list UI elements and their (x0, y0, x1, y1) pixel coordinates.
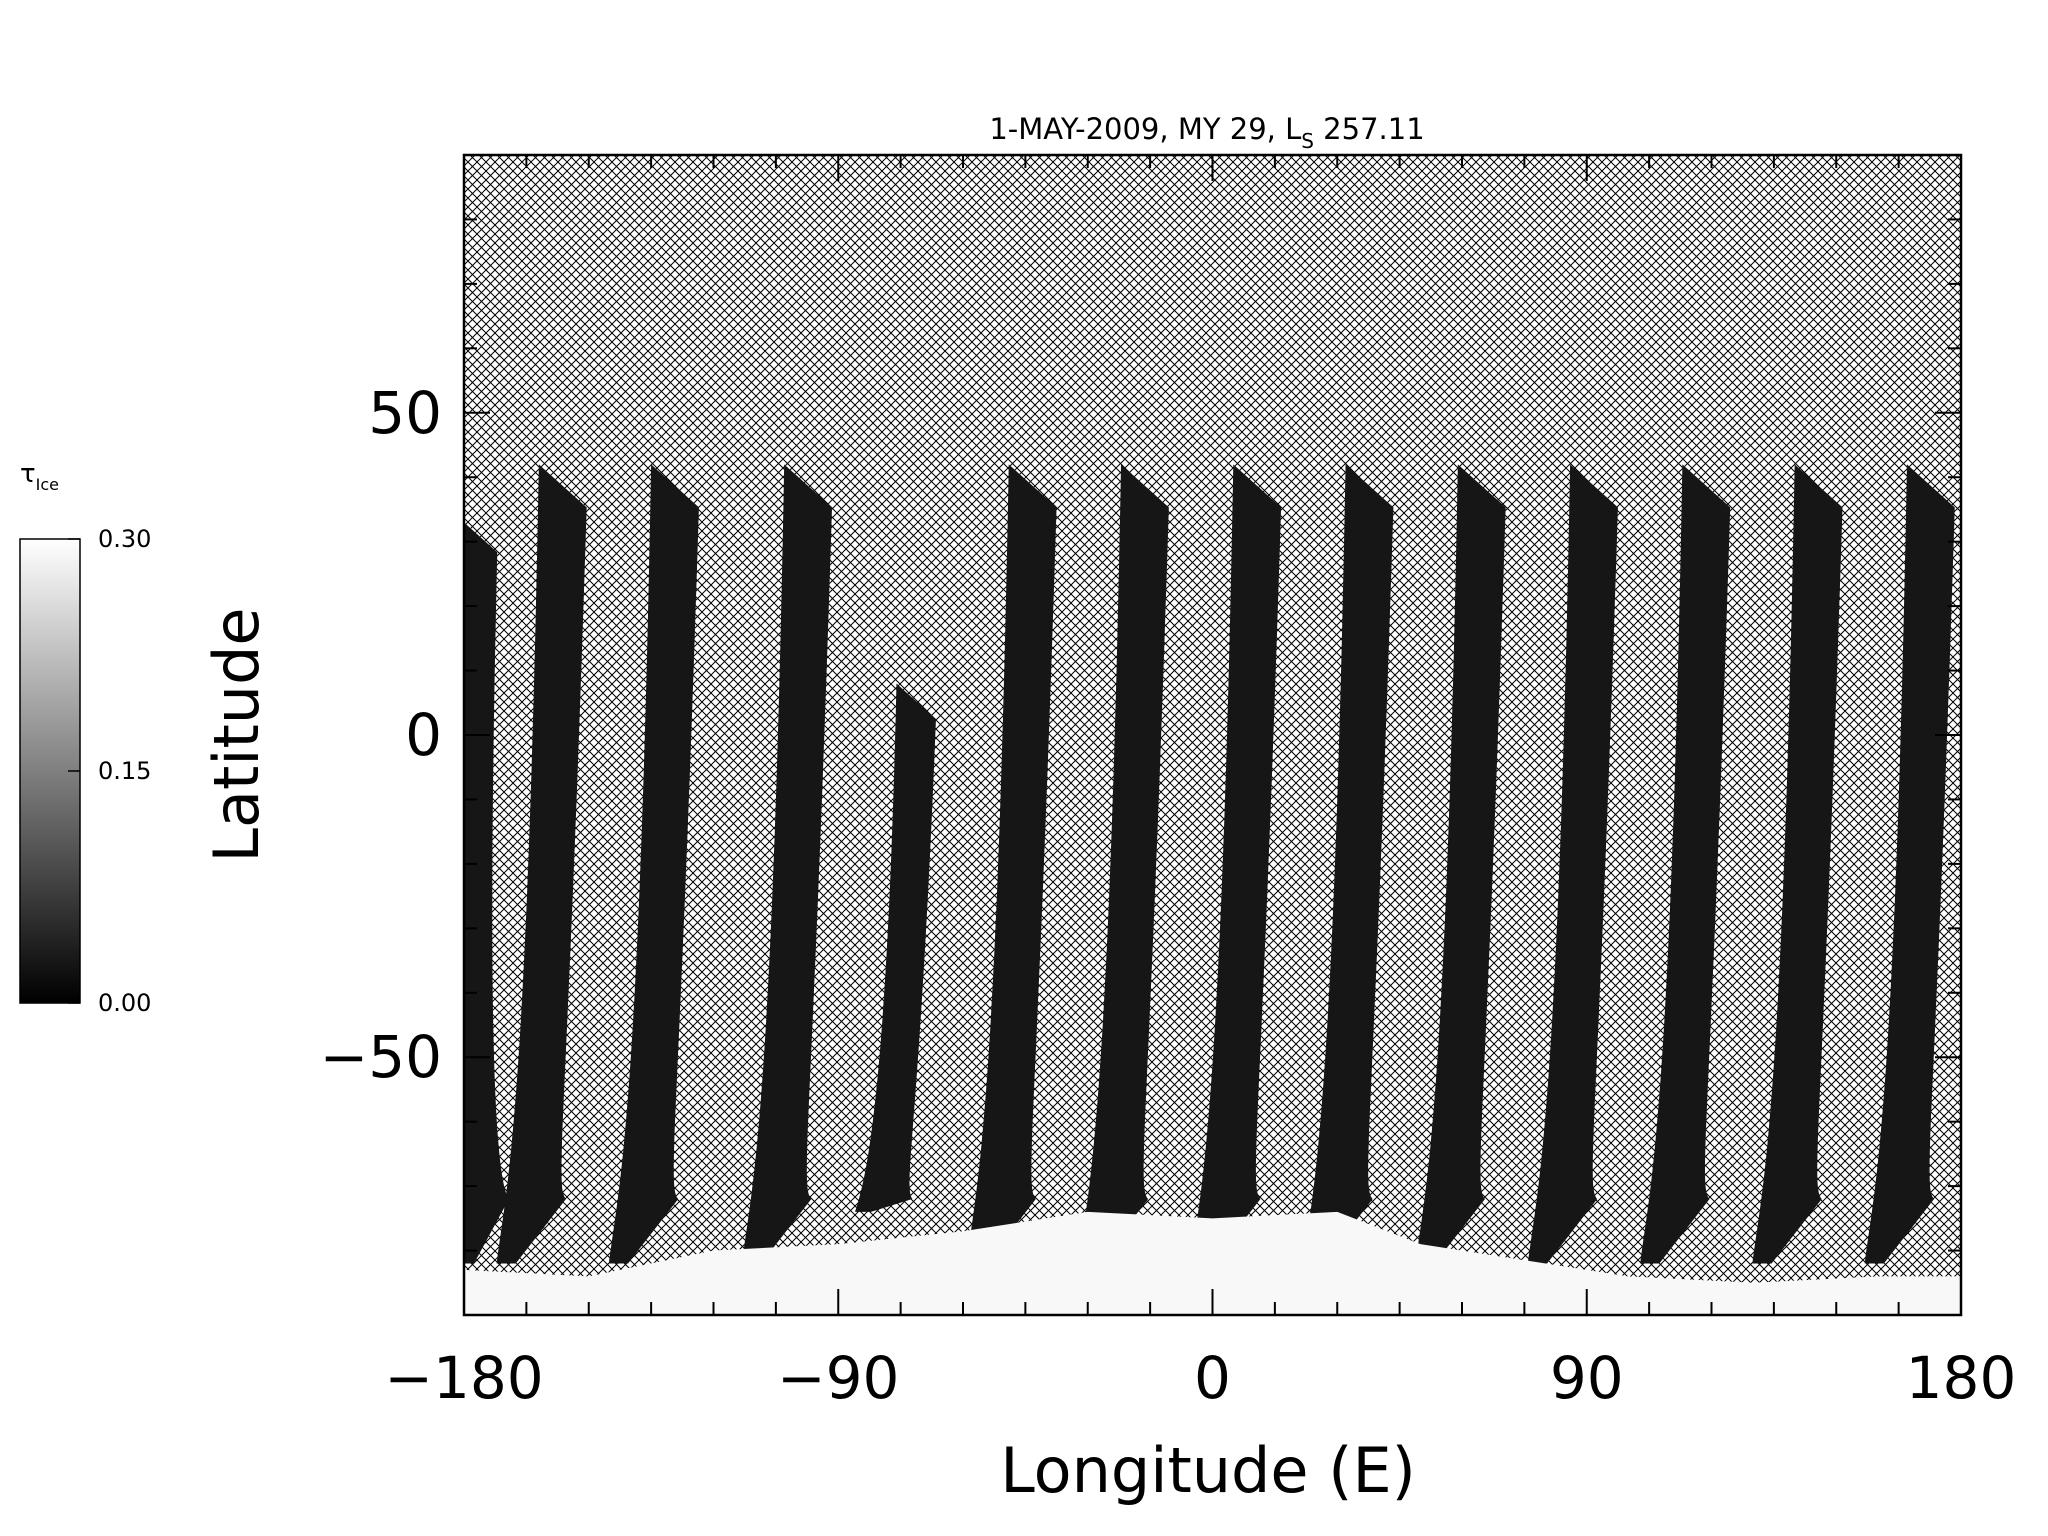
colorbar-label: τIce (20, 459, 59, 494)
y-tick-label: 0 (405, 701, 442, 769)
swath-1 (496, 464, 587, 1264)
tick-labels: −180 −90 0 90 180 −50 0 50 (320, 379, 2017, 1412)
colorbar-tick-label: 0.15 (98, 757, 151, 785)
x-tick-label: 180 (1906, 1344, 2017, 1412)
y-tick-label: 50 (368, 379, 442, 447)
y-tick-label: −50 (320, 1023, 442, 1091)
x-axis-label: Longitude (E) (1000, 1434, 1416, 1507)
swath-4 (855, 683, 936, 1212)
swath-8 (1303, 464, 1394, 1264)
colorbar-tick-label: 0.00 (98, 989, 151, 1017)
swath-13 (1864, 464, 1955, 1264)
swath-5 (966, 464, 1057, 1264)
colorbar: τIce 0.00 0.15 0.30 (19, 459, 151, 1017)
swath-10 (1527, 464, 1618, 1264)
plot-area (462, 153, 1963, 1317)
swath-6 (1078, 464, 1169, 1264)
chart-title: 1-MAY-2009, MY 29, LS 257.11 (989, 112, 1424, 153)
colorbar-ticks: 0.00 0.15 0.30 (68, 525, 151, 1017)
swath-7 (1191, 464, 1282, 1264)
x-tick-label: 0 (1194, 1344, 1231, 1412)
colorbar-tick-label: 0.30 (98, 525, 151, 553)
x-tick-label: −180 (384, 1344, 543, 1412)
x-tick-label: −90 (777, 1344, 899, 1412)
swath-9 (1415, 464, 1506, 1264)
y-axis-label: Latitude (200, 607, 273, 862)
swath-14 (464, 522, 509, 1264)
axis-ticks (463, 154, 1962, 1316)
swath-2 (608, 464, 699, 1264)
swath-11 (1640, 464, 1731, 1264)
swath-3 (741, 464, 833, 1264)
swath-group (464, 464, 1955, 1264)
swath-12 (1752, 464, 1843, 1264)
x-tick-label: 90 (1550, 1344, 1624, 1412)
